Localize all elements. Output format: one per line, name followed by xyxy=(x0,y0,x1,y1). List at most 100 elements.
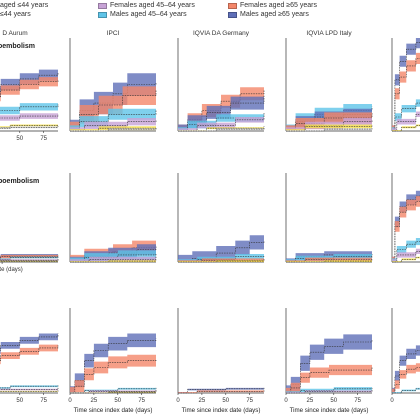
ci-band xyxy=(0,111,58,121)
ci-band xyxy=(0,342,58,365)
x-tick-label: 0 xyxy=(284,398,288,404)
legend-label: Males aged ≥65 years xyxy=(240,11,309,18)
x-tick-label: 75 xyxy=(138,398,145,404)
series-line xyxy=(0,333,59,351)
x-tick-label: 50 xyxy=(222,398,229,404)
chart-panel: D Aurum 50 75 xyxy=(0,30,59,142)
x-tick-label: 0 xyxy=(390,398,394,404)
chart-panel xyxy=(177,173,265,263)
series-line xyxy=(178,387,265,394)
section-title: boembolism xyxy=(0,178,39,185)
series-line xyxy=(286,128,373,132)
ci-band xyxy=(392,196,420,262)
ci-band xyxy=(392,248,420,262)
ci-band xyxy=(392,52,420,131)
series-line xyxy=(178,240,265,263)
x-tick-label: 0 xyxy=(68,398,72,404)
legend-item: Males aged 45–64 years xyxy=(98,11,187,18)
panel-title: IQVIA LPD Italy xyxy=(306,30,352,37)
chart-panel: 0 xyxy=(390,308,420,404)
legend: aged ≤44 years ≤44 years Females aged 45–6… xyxy=(0,0,420,24)
x-tick-label: 0 xyxy=(176,398,180,404)
chart-panel xyxy=(285,173,373,263)
ci-band xyxy=(392,111,420,131)
legend-label: aged ≤44 years xyxy=(0,2,49,9)
legend-label: Females aged 45–64 years xyxy=(110,2,195,9)
series-line xyxy=(178,118,265,132)
legend-item: Females aged 45–64 years xyxy=(98,2,195,9)
series-line xyxy=(0,258,59,261)
ci-band xyxy=(178,115,264,131)
ci-band xyxy=(392,256,420,262)
series-line xyxy=(0,72,59,93)
ci-band xyxy=(178,127,264,131)
x-tick-label: dex date (days) xyxy=(0,267,23,273)
x-axis-label: Time since index date (days) xyxy=(182,407,261,414)
series-line xyxy=(0,345,59,362)
series-line xyxy=(0,114,59,119)
series-line xyxy=(178,390,265,394)
series-line xyxy=(0,79,59,97)
x-axis-label: Time since index date (days) xyxy=(74,407,153,414)
ci-band xyxy=(286,127,372,131)
ci-band xyxy=(392,387,420,393)
legend-item: Males aged ≥65 years xyxy=(228,11,309,18)
ci-band xyxy=(178,89,264,131)
ci-band xyxy=(0,384,58,389)
legend-label: Males aged 45–64 years xyxy=(110,11,187,18)
ci-band xyxy=(0,255,58,261)
ci-band xyxy=(0,123,58,129)
x-tick-label: 50 xyxy=(114,398,121,404)
x-tick-label: 75 xyxy=(40,136,47,142)
ci-band xyxy=(70,331,156,393)
chart-panel: IPCI xyxy=(69,30,157,132)
ci-band xyxy=(70,127,156,131)
ci-band xyxy=(178,389,264,393)
legend-label: Females aged ≥65 years xyxy=(240,2,317,9)
series-line xyxy=(392,367,420,394)
series-line xyxy=(392,257,420,263)
ci-band xyxy=(286,122,372,131)
x-tick-label: 25 xyxy=(91,398,98,404)
chart-panel: S xyxy=(391,38,420,132)
series-line xyxy=(70,128,157,132)
series-line xyxy=(178,260,265,263)
legend-swatch xyxy=(98,11,107,18)
ci-band xyxy=(392,124,420,131)
legend-swatch xyxy=(228,2,237,9)
x-tick-label: 25 xyxy=(199,398,206,404)
series-line xyxy=(70,253,157,263)
series-line xyxy=(392,125,420,132)
series-line xyxy=(70,391,157,394)
ci-band xyxy=(0,66,58,98)
x-tick-label: 50 xyxy=(330,398,337,404)
ci-band xyxy=(286,388,372,393)
x-tick-label: 50 xyxy=(16,136,23,142)
chart-panel: IQVIA DA Germany xyxy=(177,30,265,132)
series-line xyxy=(392,241,420,263)
ci-band xyxy=(70,116,156,131)
series-line xyxy=(178,128,265,132)
chart-panel: IQVIA LPD Italy xyxy=(285,30,373,132)
x-axis-label: Time since index date (days) xyxy=(290,407,369,414)
series-line xyxy=(286,389,373,394)
x-tick-label: 50 xyxy=(16,398,23,404)
chart-panel: 50 75 xyxy=(0,330,59,404)
ci-band xyxy=(286,362,372,393)
panel-title: IPCI xyxy=(107,30,120,37)
legend-item: aged ≤44 years xyxy=(0,2,48,9)
series-line xyxy=(286,260,373,263)
legend-swatch xyxy=(98,2,107,9)
ci-band xyxy=(0,330,58,354)
chart-panel: dex date (days) xyxy=(0,253,59,273)
legend-item: Females aged ≥65 years xyxy=(228,2,317,9)
series-line xyxy=(286,367,373,394)
legend-label: ≤44 years xyxy=(0,11,31,18)
series-line xyxy=(70,127,157,132)
ci-band xyxy=(178,253,264,262)
section-title: oembolism xyxy=(0,43,35,50)
series-line xyxy=(392,201,420,263)
series-line xyxy=(0,126,59,129)
ci-band xyxy=(70,353,156,393)
